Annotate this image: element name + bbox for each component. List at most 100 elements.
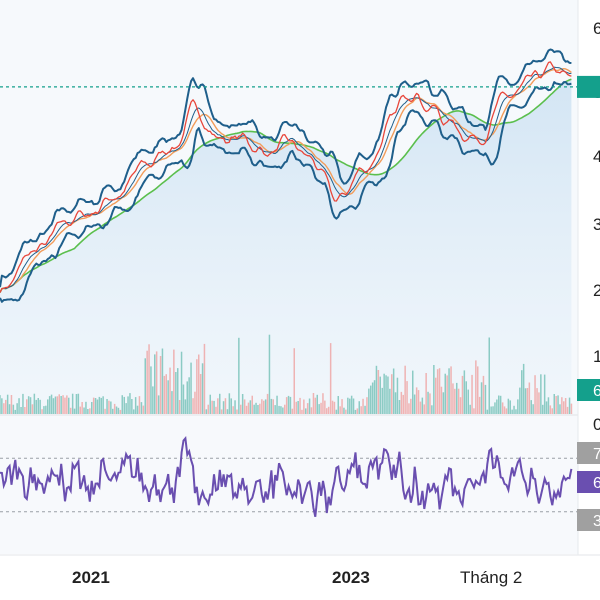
volume-bar: [337, 396, 339, 414]
volume-bar: [35, 399, 37, 414]
volume-bar: [513, 405, 515, 414]
volume-bar: [140, 402, 143, 414]
volume-bar: [77, 393, 80, 414]
bollinger-upper-line: [0, 48, 572, 288]
volume-bar: [85, 401, 87, 414]
volume-bar: [219, 393, 221, 414]
volume-bar: [392, 368, 395, 414]
volume-bar: [20, 407, 22, 414]
svg-text:6: 6: [593, 383, 600, 400]
volume-bar: [417, 390, 420, 414]
last-price-badge: 4: [577, 75, 600, 113]
volume-bar: [196, 359, 198, 414]
volume-bars: [0, 334, 573, 414]
volume-bar: [100, 397, 102, 414]
volume-bar: [12, 404, 15, 414]
oscillator-level-70-badge: 7: [577, 442, 600, 464]
volume-bar: [324, 400, 326, 414]
volume-bar: [559, 404, 561, 414]
volume-bar: [377, 370, 380, 414]
volume-bar: [224, 398, 227, 414]
volume-bar: [515, 409, 517, 414]
volume-bar: [329, 343, 332, 414]
volume-bar: [421, 397, 424, 414]
volume-bar: [33, 393, 36, 414]
volume-bar: [150, 366, 152, 414]
volume-bar: [41, 409, 43, 414]
volume-bar: [119, 409, 122, 414]
volume-bar: [186, 381, 188, 414]
volume-bar: [499, 395, 502, 414]
svg-text:3: 3: [593, 513, 600, 530]
volume-bar: [29, 397, 32, 414]
volume-bar: [228, 393, 231, 414]
volume-bar: [287, 395, 290, 414]
volume-bar: [408, 403, 410, 414]
volume-bar: [92, 397, 95, 414]
volume-bar: [50, 394, 53, 414]
volume-bar: [492, 406, 494, 414]
volume-bar: [184, 399, 187, 414]
volume-bar: [98, 396, 101, 414]
volume-bar: [234, 400, 236, 414]
volume-bar: [52, 398, 55, 414]
volume-bar: [555, 396, 557, 414]
volume-badge: 6: [577, 379, 600, 401]
volume-bar: [528, 382, 531, 414]
volume-bar: [245, 405, 248, 414]
volume-bar: [217, 398, 219, 414]
volume-bar: [45, 405, 47, 414]
volume-bar: [117, 407, 120, 414]
volume-bar: [236, 409, 238, 414]
volume-bar: [60, 396, 62, 414]
volume-bar: [268, 334, 271, 414]
volume-bar: [454, 388, 456, 414]
price-tick-0: 0: [593, 415, 600, 434]
time-axis: 2021 2023 Tháng 2: [72, 568, 522, 587]
volume-bar: [524, 388, 527, 414]
volume-bar: [534, 375, 536, 414]
volume-bar: [240, 404, 242, 414]
volume-bar: [477, 366, 479, 414]
volume-bar: [96, 399, 99, 414]
volume-bar: [436, 369, 439, 414]
volume-bar: [31, 404, 34, 414]
volume-bar: [446, 375, 448, 414]
volume-bar: [220, 409, 223, 414]
volume-bar: [423, 404, 425, 414]
volume-bar: [475, 360, 477, 414]
volume-bar: [211, 400, 213, 414]
volume-bar: [251, 395, 253, 414]
oscillator-layer: [0, 436, 578, 518]
volume-bar: [123, 396, 125, 414]
volume-bar: [190, 362, 192, 414]
volume-bar: [360, 406, 362, 414]
volume-bar: [402, 394, 404, 414]
volume-bar: [253, 404, 255, 414]
volume-bar: [306, 403, 309, 414]
ema-fast-line: [0, 61, 572, 293]
volume-bar: [459, 397, 462, 414]
volume-bar: [232, 406, 234, 414]
volume-bar: [113, 403, 116, 414]
volume-bar: [404, 365, 406, 414]
volume-bar: [69, 407, 72, 414]
volume-bar: [303, 399, 305, 414]
price-area-layer: [0, 79, 572, 414]
volume-bar: [538, 392, 540, 414]
volume-bar: [429, 393, 431, 414]
volume-bar: [412, 370, 414, 414]
price-tick-1: 1: [593, 347, 600, 366]
volume-bar: [37, 398, 39, 414]
volume-bar: [543, 374, 546, 414]
volume-bar: [362, 398, 364, 414]
volume-bar: [102, 396, 104, 414]
volume-bar: [199, 374, 202, 414]
volume-bar: [159, 356, 162, 414]
volume-bar: [406, 381, 408, 414]
volume-bar: [341, 399, 343, 414]
volume-bar: [391, 374, 393, 414]
volume-bar: [415, 387, 418, 414]
volume-bar: [501, 402, 504, 414]
